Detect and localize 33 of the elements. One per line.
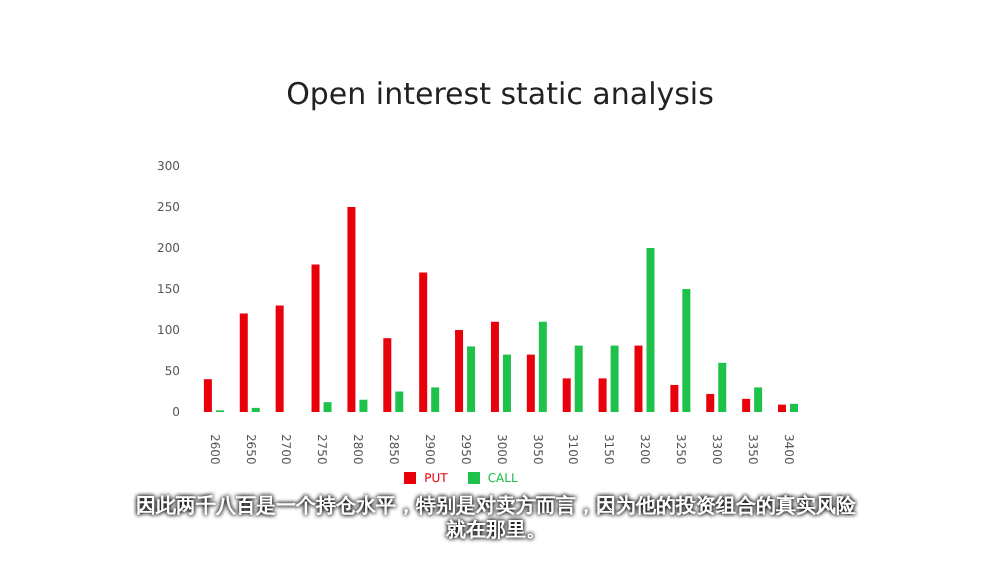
bar [490, 321, 499, 412]
bar [311, 264, 320, 412]
bar [467, 346, 476, 412]
bar [646, 248, 655, 412]
bar [395, 391, 404, 412]
bar [419, 272, 428, 412]
bar [574, 345, 583, 412]
bar [754, 387, 763, 412]
bar [790, 403, 799, 412]
bar [239, 313, 248, 412]
bar [706, 393, 715, 412]
text: 因此两千八百是一个持仓水平，特别是对卖方而言，因为他的投资组合的真实风险就在那里。 [136, 496, 856, 544]
bar [323, 402, 332, 412]
bar [383, 338, 392, 412]
bar [670, 384, 679, 412]
bar [538, 321, 547, 412]
bar [203, 379, 212, 412]
bar [682, 289, 691, 412]
chart-title: Open interest static analysis [284, 76, 716, 112]
bar [502, 354, 511, 412]
bar [778, 404, 787, 412]
bar [634, 345, 643, 412]
bar [347, 207, 356, 412]
bar [610, 345, 619, 412]
bar [742, 398, 751, 412]
bar [562, 378, 571, 412]
bar [275, 305, 284, 412]
bar [526, 354, 535, 412]
bar [718, 362, 727, 412]
bar [359, 399, 368, 412]
bar [455, 330, 464, 412]
bar [598, 378, 607, 412]
bar [431, 387, 440, 412]
